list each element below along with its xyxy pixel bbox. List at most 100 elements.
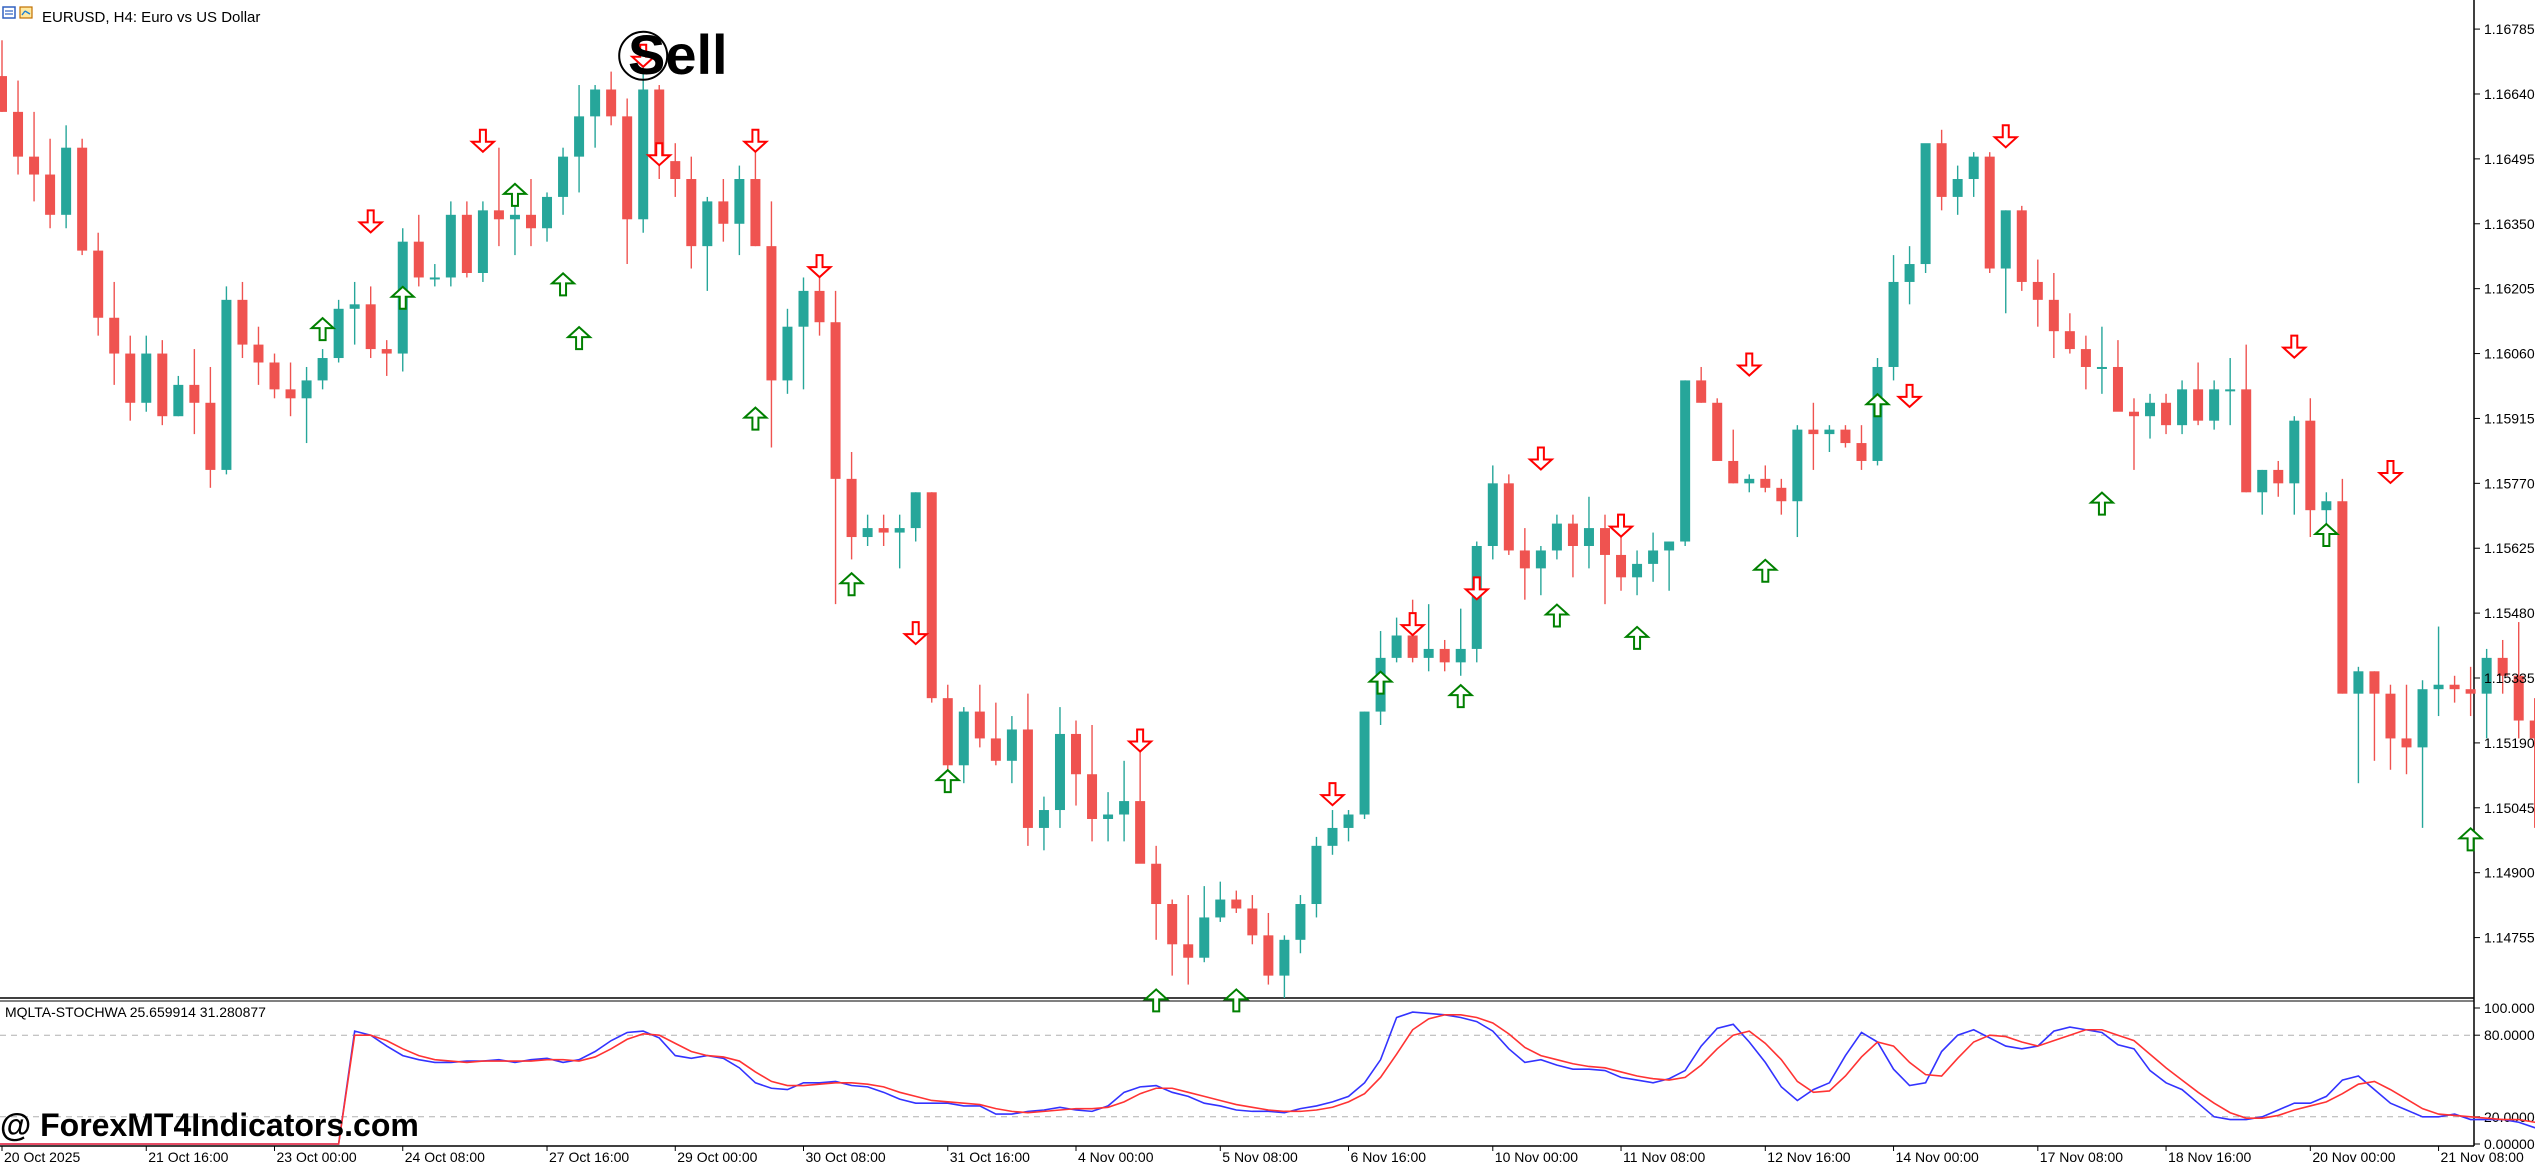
candle xyxy=(990,702,1001,766)
candle-body xyxy=(798,290,809,327)
candle xyxy=(29,111,40,202)
candle-body xyxy=(13,111,24,157)
candle-body xyxy=(2048,299,2059,332)
candle-body xyxy=(2193,389,2204,421)
candle-body xyxy=(285,389,296,399)
candle-body xyxy=(910,492,921,529)
candle xyxy=(77,138,88,256)
sell-label: Sell xyxy=(628,23,728,86)
buy-arrow-icon xyxy=(838,571,866,597)
candle-body xyxy=(173,384,184,417)
price-axis: 1.16785 1.16640 1.16495 1.16350 1.16205 1.160… xyxy=(2474,21,2535,946)
candle xyxy=(1551,514,1562,560)
candle-body xyxy=(1054,733,1065,811)
buy-arrow-icon xyxy=(389,285,417,310)
candle xyxy=(2497,639,2508,694)
candle xyxy=(1327,810,1338,855)
candle xyxy=(670,143,681,197)
candle-body xyxy=(542,196,553,229)
candle-body xyxy=(622,116,633,220)
candle xyxy=(1263,912,1274,985)
candle-body xyxy=(205,402,216,470)
candle xyxy=(0,40,7,112)
candle-body xyxy=(461,214,472,273)
candle-body xyxy=(2289,420,2300,484)
watermark-text: @ ForexMT4Indicators.com xyxy=(0,1107,419,1143)
signal-arrows xyxy=(309,43,2485,1013)
candle-body xyxy=(590,89,601,117)
candle xyxy=(2241,344,2252,493)
candle-body xyxy=(1487,483,1498,546)
candle-body xyxy=(1824,429,1835,435)
candle xyxy=(1776,478,1787,515)
price-tick-label: 1.16495 xyxy=(2484,151,2535,167)
sell-arrow-icon xyxy=(1318,782,1347,807)
candle-body xyxy=(301,380,312,399)
candle-body xyxy=(477,210,488,273)
candle xyxy=(1231,890,1242,913)
candle xyxy=(1792,425,1803,538)
candle xyxy=(1664,541,1675,591)
time-tick-label: 23 Oct 00:00 xyxy=(277,1149,357,1164)
candle xyxy=(2128,398,2139,470)
candle xyxy=(317,349,328,390)
candle-body xyxy=(1295,904,1306,940)
candle-body xyxy=(1519,550,1530,569)
candle-body xyxy=(109,317,120,354)
candle-body xyxy=(654,89,665,162)
candle-body xyxy=(782,326,793,381)
candle xyxy=(814,272,825,336)
time-tick-label: 27 Oct 16:00 xyxy=(549,1149,629,1164)
candle-body xyxy=(2513,675,2524,721)
candle xyxy=(878,514,889,546)
candle xyxy=(141,335,152,412)
candle xyxy=(1648,532,1659,582)
candle-body xyxy=(429,277,440,280)
candle xyxy=(157,340,168,426)
candle-body xyxy=(77,147,88,251)
stoch-tick-label: 20.00000 xyxy=(2484,1109,2535,1125)
candle xyxy=(93,232,104,336)
candle xyxy=(365,286,376,359)
candle xyxy=(1103,792,1114,842)
candle-body xyxy=(141,353,152,403)
candle-body xyxy=(1135,801,1146,864)
candle xyxy=(285,362,296,417)
candle xyxy=(2353,666,2364,784)
candle xyxy=(798,277,809,390)
window-title-bar: EURUSD, H4: Euro vs US Dollar xyxy=(2,6,260,26)
sell-arrow-icon xyxy=(741,128,769,154)
sell-arrow-icon xyxy=(902,621,930,646)
candle xyxy=(958,707,969,784)
chart-window-icon[interactable] xyxy=(2,6,33,19)
candle xyxy=(862,514,873,546)
candle-body xyxy=(1087,774,1098,819)
candle-body xyxy=(958,711,969,766)
candle xyxy=(638,62,649,233)
candle-body xyxy=(1263,935,1274,976)
candle xyxy=(1006,716,1017,784)
candle-body xyxy=(1984,156,1995,269)
candle-body xyxy=(1311,845,1322,905)
candle-body xyxy=(61,147,72,215)
candle-body xyxy=(1888,281,1899,367)
candle xyxy=(1519,528,1530,600)
sell-arrow-icon xyxy=(2280,334,2308,360)
candle-body xyxy=(1648,550,1659,564)
candle xyxy=(702,196,713,291)
candle-body xyxy=(2337,501,2348,694)
candle xyxy=(253,326,264,385)
candle-body xyxy=(2321,501,2332,511)
candle xyxy=(1439,639,1450,672)
candle xyxy=(301,366,312,444)
price-tick-label: 1.15335 xyxy=(2484,670,2535,686)
candle xyxy=(1247,895,1258,945)
time-tick-label: 11 Nov 08:00 xyxy=(1623,1149,1705,1164)
candle-body xyxy=(2449,684,2460,690)
sell-arrow-icon xyxy=(1463,576,1491,601)
candle xyxy=(2193,362,2204,426)
candle xyxy=(2209,380,2220,430)
candle xyxy=(189,349,200,435)
